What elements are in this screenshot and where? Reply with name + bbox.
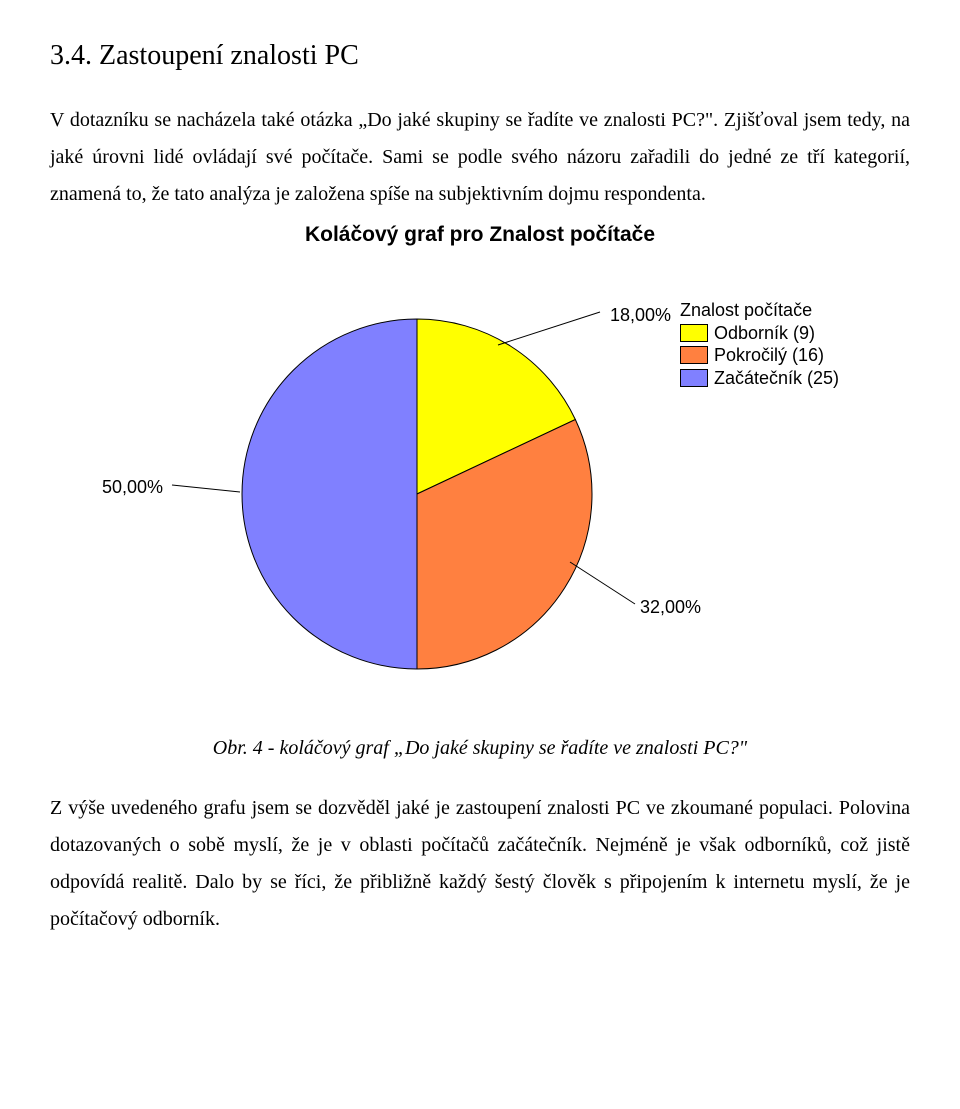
legend-title: Znalost počítače (680, 299, 839, 322)
section-heading: 3.4. Zastoupení znalosti PC (50, 40, 910, 72)
pie-slice-začátečník (242, 319, 417, 669)
legend-label: Odborník (9) (714, 322, 815, 345)
legend-label: Pokročilý (16) (714, 344, 824, 367)
pie-chart-block: Koláčový graf pro Znalost počítače Znalo… (50, 223, 910, 717)
pie-pct-label: 32,00% (640, 597, 701, 618)
figure-caption: Obr. 4 - koláčový graf „Do jaké skupiny … (50, 737, 910, 760)
legend-label: Začátečník (25) (714, 367, 839, 390)
chart-title: Koláčový graf pro Znalost počítače (50, 223, 910, 247)
intro-paragraph: V dotazníku se nacházela také otázka „Do… (50, 102, 910, 213)
pie-pct-label: 50,00% (102, 477, 163, 498)
pie-pct-label: 18,00% (610, 305, 671, 326)
legend-swatch (680, 324, 708, 342)
chart-area: Znalost počítačeOdborník (9)Pokročilý (1… (100, 257, 860, 717)
analysis-paragraph: Z výše uvedeného grafu jsem se dozvěděl … (50, 790, 910, 938)
legend-item: Pokročilý (16) (680, 344, 839, 367)
chart-legend: Znalost počítačeOdborník (9)Pokročilý (1… (680, 299, 839, 389)
pie-chart (240, 317, 594, 671)
legend-swatch (680, 369, 708, 387)
legend-item: Začátečník (25) (680, 367, 839, 390)
legend-item: Odborník (9) (680, 322, 839, 345)
legend-swatch (680, 346, 708, 364)
